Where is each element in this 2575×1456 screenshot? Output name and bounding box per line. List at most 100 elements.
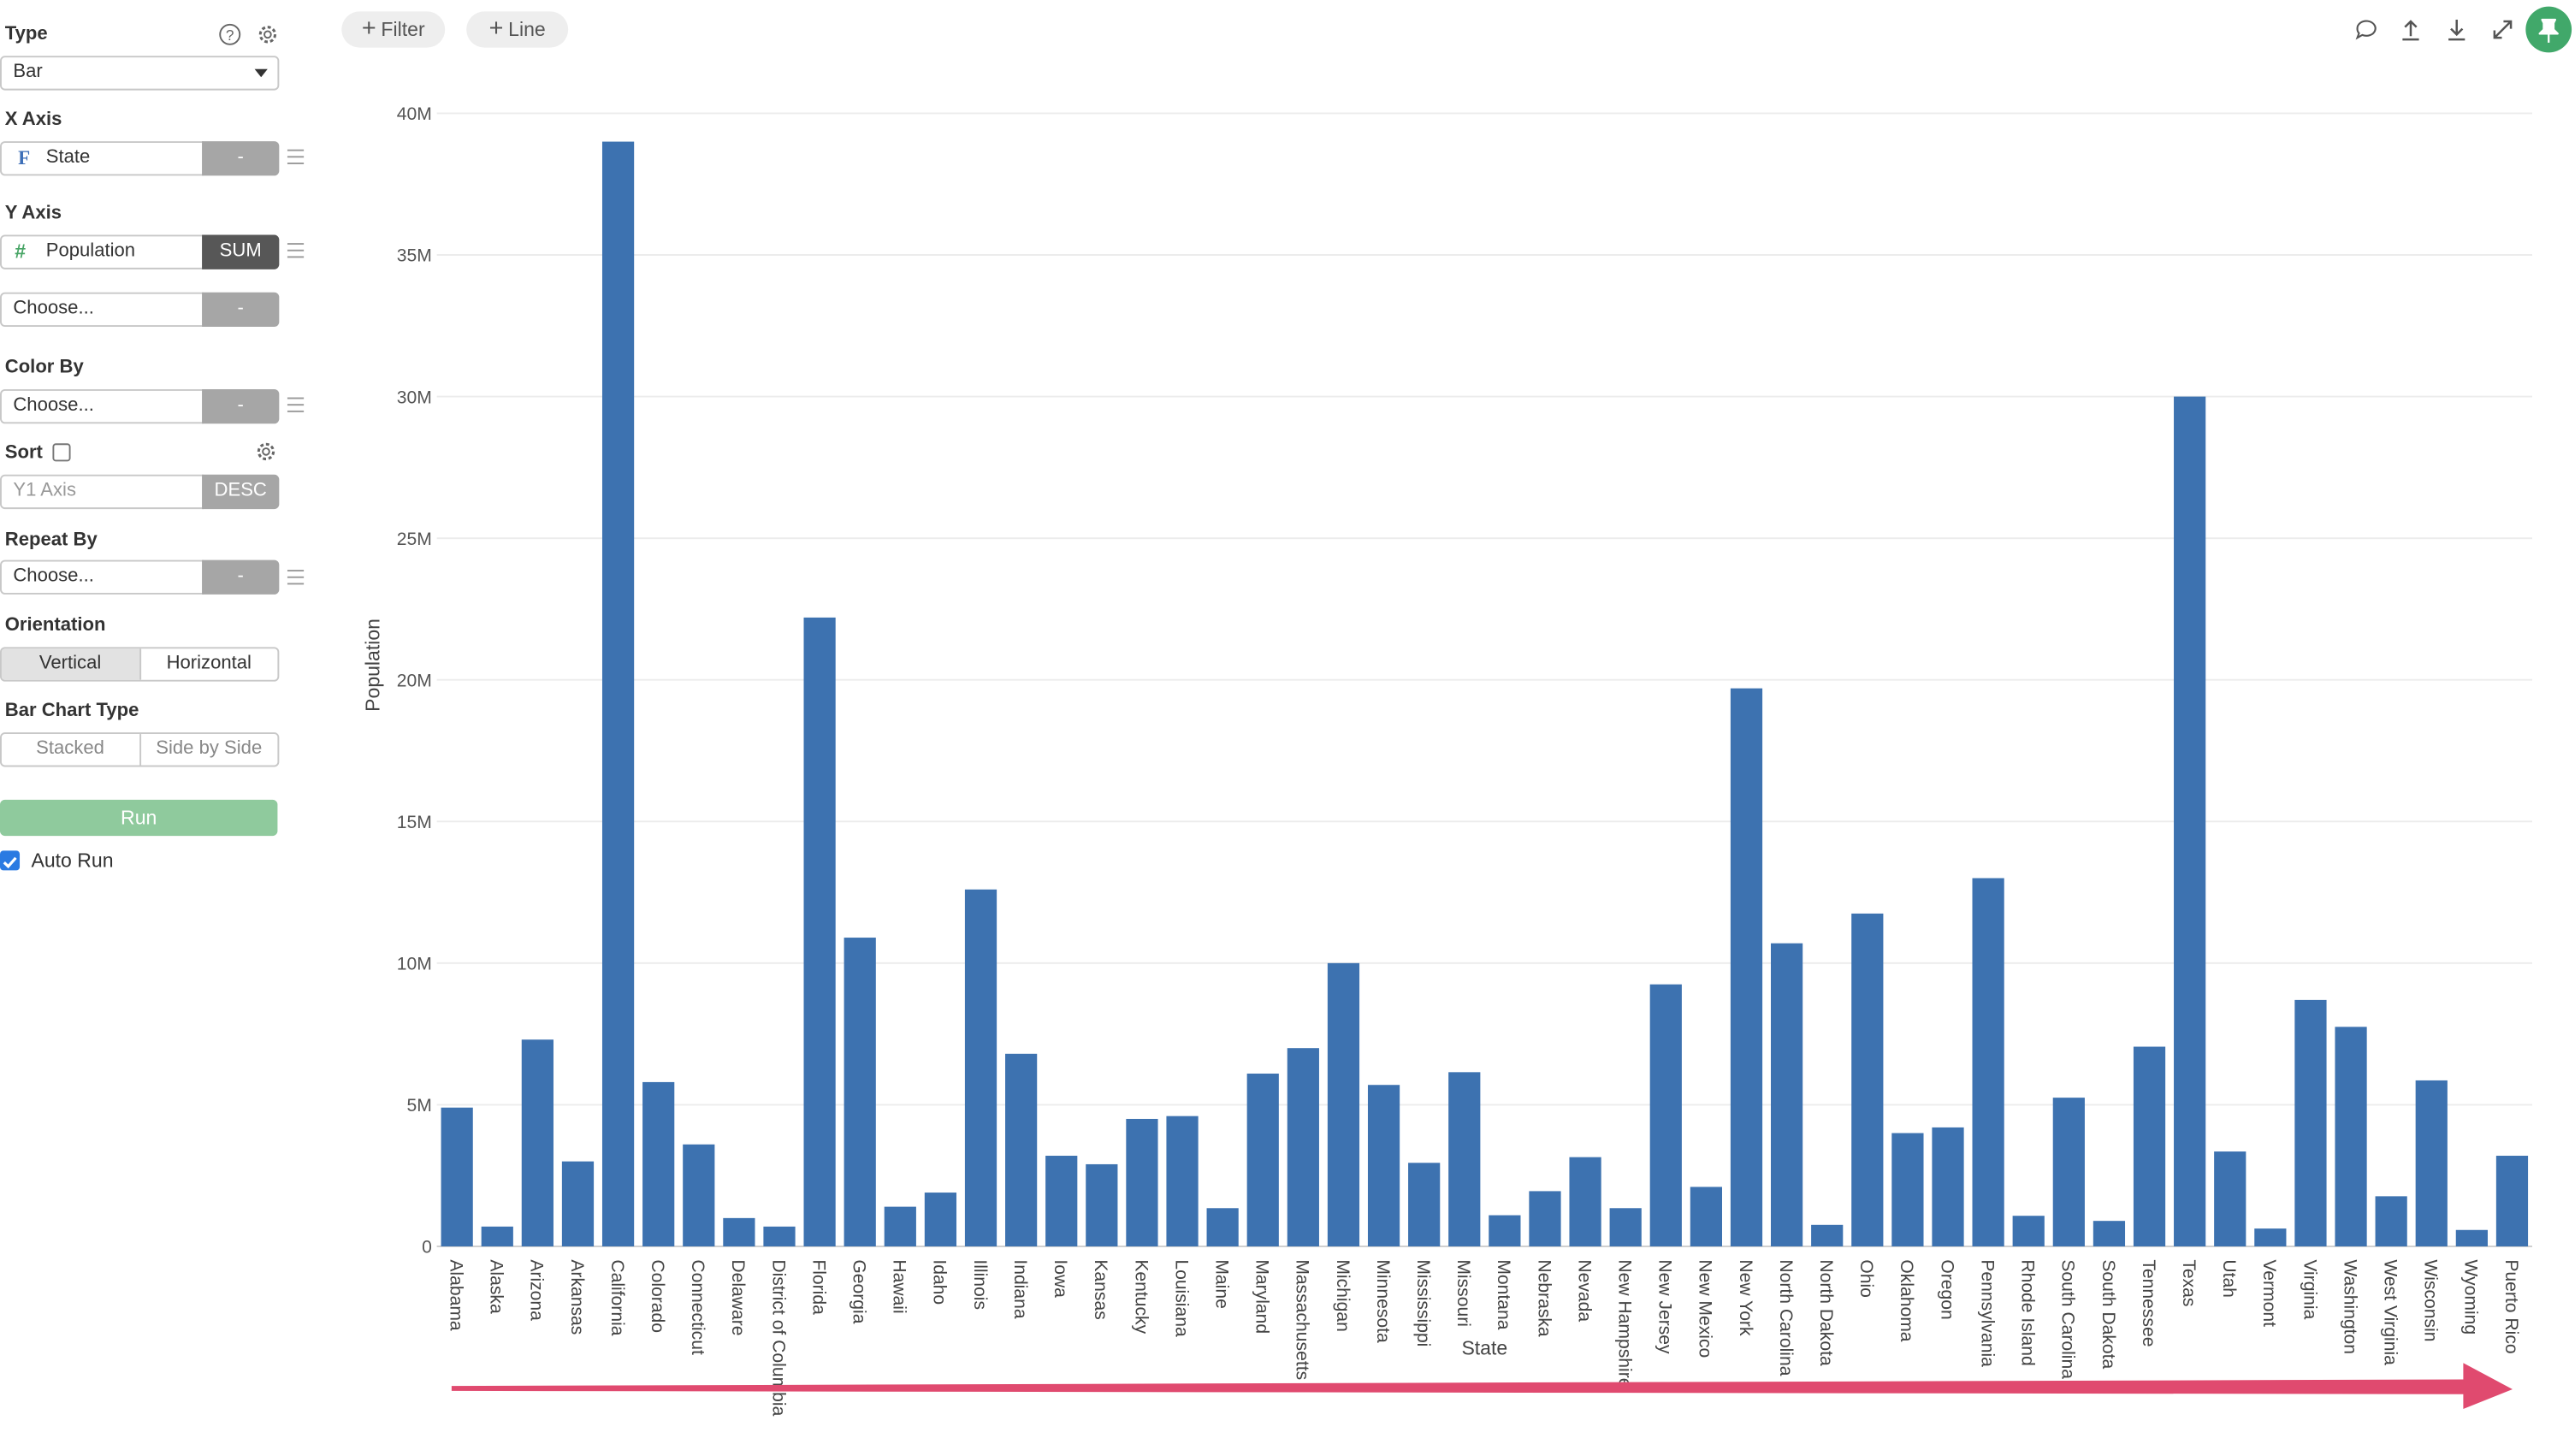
bar[interactable] bbox=[481, 1226, 513, 1246]
y-tick-label: 40M bbox=[397, 104, 432, 124]
x-tick-label: Georgia bbox=[849, 1259, 869, 1323]
bar[interactable] bbox=[2375, 1196, 2407, 1246]
bar[interactable] bbox=[1367, 1085, 1400, 1246]
bar[interactable] bbox=[2495, 1156, 2529, 1246]
x-tick-label: Missouri bbox=[1453, 1259, 1473, 1327]
bar[interactable] bbox=[763, 1226, 796, 1246]
bar[interactable] bbox=[2415, 1080, 2448, 1246]
sort-settings-gear-icon[interactable] bbox=[255, 440, 278, 463]
color-by-field[interactable]: Choose... bbox=[0, 388, 204, 424]
orientation-vertical-option[interactable]: Vertical bbox=[1, 648, 141, 680]
bar[interactable] bbox=[601, 141, 635, 1246]
auto-run-checkbox[interactable] bbox=[0, 850, 21, 871]
bar[interactable] bbox=[723, 1217, 755, 1246]
bar[interactable] bbox=[1770, 943, 1803, 1246]
bar[interactable] bbox=[1327, 962, 1360, 1246]
repeat-by-drag-handle-icon[interactable] bbox=[287, 570, 305, 586]
y-axis-extra-row: Choose... - bbox=[0, 292, 280, 328]
download-icon[interactable] bbox=[2443, 16, 2470, 43]
y-axis-extra-field[interactable]: Choose... bbox=[0, 292, 204, 328]
bar[interactable] bbox=[1891, 1133, 1924, 1246]
bar[interactable] bbox=[1730, 688, 1763, 1246]
bar[interactable] bbox=[1609, 1208, 1642, 1246]
y-tick-label: 20M bbox=[397, 671, 432, 690]
bar[interactable] bbox=[561, 1161, 595, 1246]
bar[interactable] bbox=[1569, 1157, 1601, 1246]
bar[interactable] bbox=[2012, 1216, 2045, 1246]
bar[interactable] bbox=[964, 889, 997, 1246]
type-select[interactable]: Bar bbox=[0, 56, 280, 91]
repeat-by-field[interactable]: Choose... bbox=[0, 559, 204, 595]
bar[interactable] bbox=[1972, 878, 2004, 1246]
help-icon[interactable]: ? bbox=[218, 23, 241, 46]
sort-field[interactable]: Y1 Axis bbox=[0, 474, 204, 510]
x-tick-label: California bbox=[607, 1259, 627, 1335]
x-axis-drag-handle-icon[interactable] bbox=[287, 149, 305, 166]
bar[interactable] bbox=[642, 1081, 675, 1246]
bar[interactable] bbox=[1811, 1224, 1844, 1246]
bar[interactable] bbox=[2174, 396, 2206, 1246]
bar[interactable] bbox=[2214, 1151, 2246, 1246]
bar[interactable] bbox=[2254, 1228, 2287, 1246]
bar[interactable] bbox=[1408, 1163, 1441, 1246]
bar-type-side-by-side-option[interactable]: Side by Side bbox=[156, 738, 263, 759]
bar[interactable] bbox=[2093, 1221, 2126, 1246]
x-axis-option-button[interactable]: - bbox=[202, 141, 280, 176]
bar[interactable] bbox=[1690, 1187, 1722, 1246]
sort-checkbox[interactable] bbox=[52, 443, 71, 462]
bar[interactable] bbox=[1489, 1215, 1521, 1246]
bar[interactable] bbox=[844, 938, 876, 1246]
bar[interactable] bbox=[1287, 1048, 1319, 1246]
bar[interactable] bbox=[2133, 1046, 2166, 1246]
bar[interactable] bbox=[1246, 1073, 1279, 1246]
bar[interactable] bbox=[2294, 999, 2327, 1246]
y-tick-label: 0 bbox=[422, 1238, 432, 1258]
add-line-button[interactable]: + Line bbox=[466, 11, 569, 48]
bar[interactable] bbox=[1126, 1118, 1158, 1246]
x-tick-labels: Alabama Alaska Arizona Arkansas California Co… bbox=[446, 1259, 2520, 1416]
bar[interactable] bbox=[521, 1039, 553, 1246]
comment-icon[interactable] bbox=[2353, 16, 2380, 43]
bar[interactable] bbox=[1851, 913, 1884, 1246]
pin-button[interactable] bbox=[2525, 6, 2572, 53]
bar[interactable] bbox=[2052, 1098, 2085, 1246]
bar[interactable] bbox=[1649, 984, 1682, 1246]
x-axis-field[interactable]: State bbox=[0, 141, 204, 176]
x-tick-label: Illinois bbox=[970, 1259, 990, 1310]
bar-type-stacked-option[interactable]: Stacked bbox=[2, 734, 141, 766]
sort-order-button[interactable]: DESC bbox=[202, 474, 280, 510]
bar[interactable] bbox=[924, 1193, 957, 1246]
bar[interactable] bbox=[1005, 1053, 1038, 1246]
y-axis-aggregate-button[interactable]: SUM bbox=[202, 234, 280, 269]
x-tick-label: Utah bbox=[2219, 1259, 2239, 1298]
color-by-drag-handle-icon[interactable] bbox=[287, 397, 305, 414]
bar[interactable] bbox=[1529, 1191, 1561, 1246]
bar[interactable] bbox=[884, 1206, 916, 1246]
caret-down-icon bbox=[254, 68, 268, 78]
bar[interactable] bbox=[2455, 1229, 2488, 1246]
bar[interactable] bbox=[1448, 1072, 1481, 1246]
gear-icon[interactable] bbox=[256, 23, 279, 46]
y-axis-drag-handle-icon[interactable] bbox=[287, 243, 305, 259]
add-filter-button[interactable]: + Filter bbox=[341, 11, 446, 48]
bar[interactable] bbox=[1086, 1163, 1118, 1246]
x-tick-label: South Carolina bbox=[2058, 1259, 2078, 1379]
scroll-arrow bbox=[451, 1363, 2513, 1410]
bar[interactable] bbox=[803, 617, 836, 1246]
upload-icon[interactable] bbox=[2398, 16, 2424, 43]
color-by-button[interactable]: - bbox=[202, 388, 280, 424]
bar[interactable] bbox=[1166, 1116, 1199, 1246]
bar[interactable] bbox=[1932, 1127, 1964, 1246]
bar[interactable] bbox=[1045, 1156, 1078, 1246]
expand-icon[interactable] bbox=[2489, 16, 2516, 43]
repeat-by-button[interactable]: - bbox=[202, 559, 280, 595]
y-axis-field[interactable]: Population bbox=[0, 234, 204, 269]
orientation-horizontal-option[interactable]: Horizontal bbox=[166, 654, 252, 674]
y-axis-extra-button[interactable]: - bbox=[202, 292, 280, 328]
bar[interactable] bbox=[1206, 1208, 1239, 1246]
bar[interactable] bbox=[2335, 1027, 2367, 1246]
run-button[interactable]: Run bbox=[0, 799, 278, 837]
bar[interactable] bbox=[683, 1144, 715, 1246]
x-tick-label: Iowa bbox=[1051, 1259, 1070, 1298]
bar[interactable] bbox=[441, 1107, 473, 1246]
